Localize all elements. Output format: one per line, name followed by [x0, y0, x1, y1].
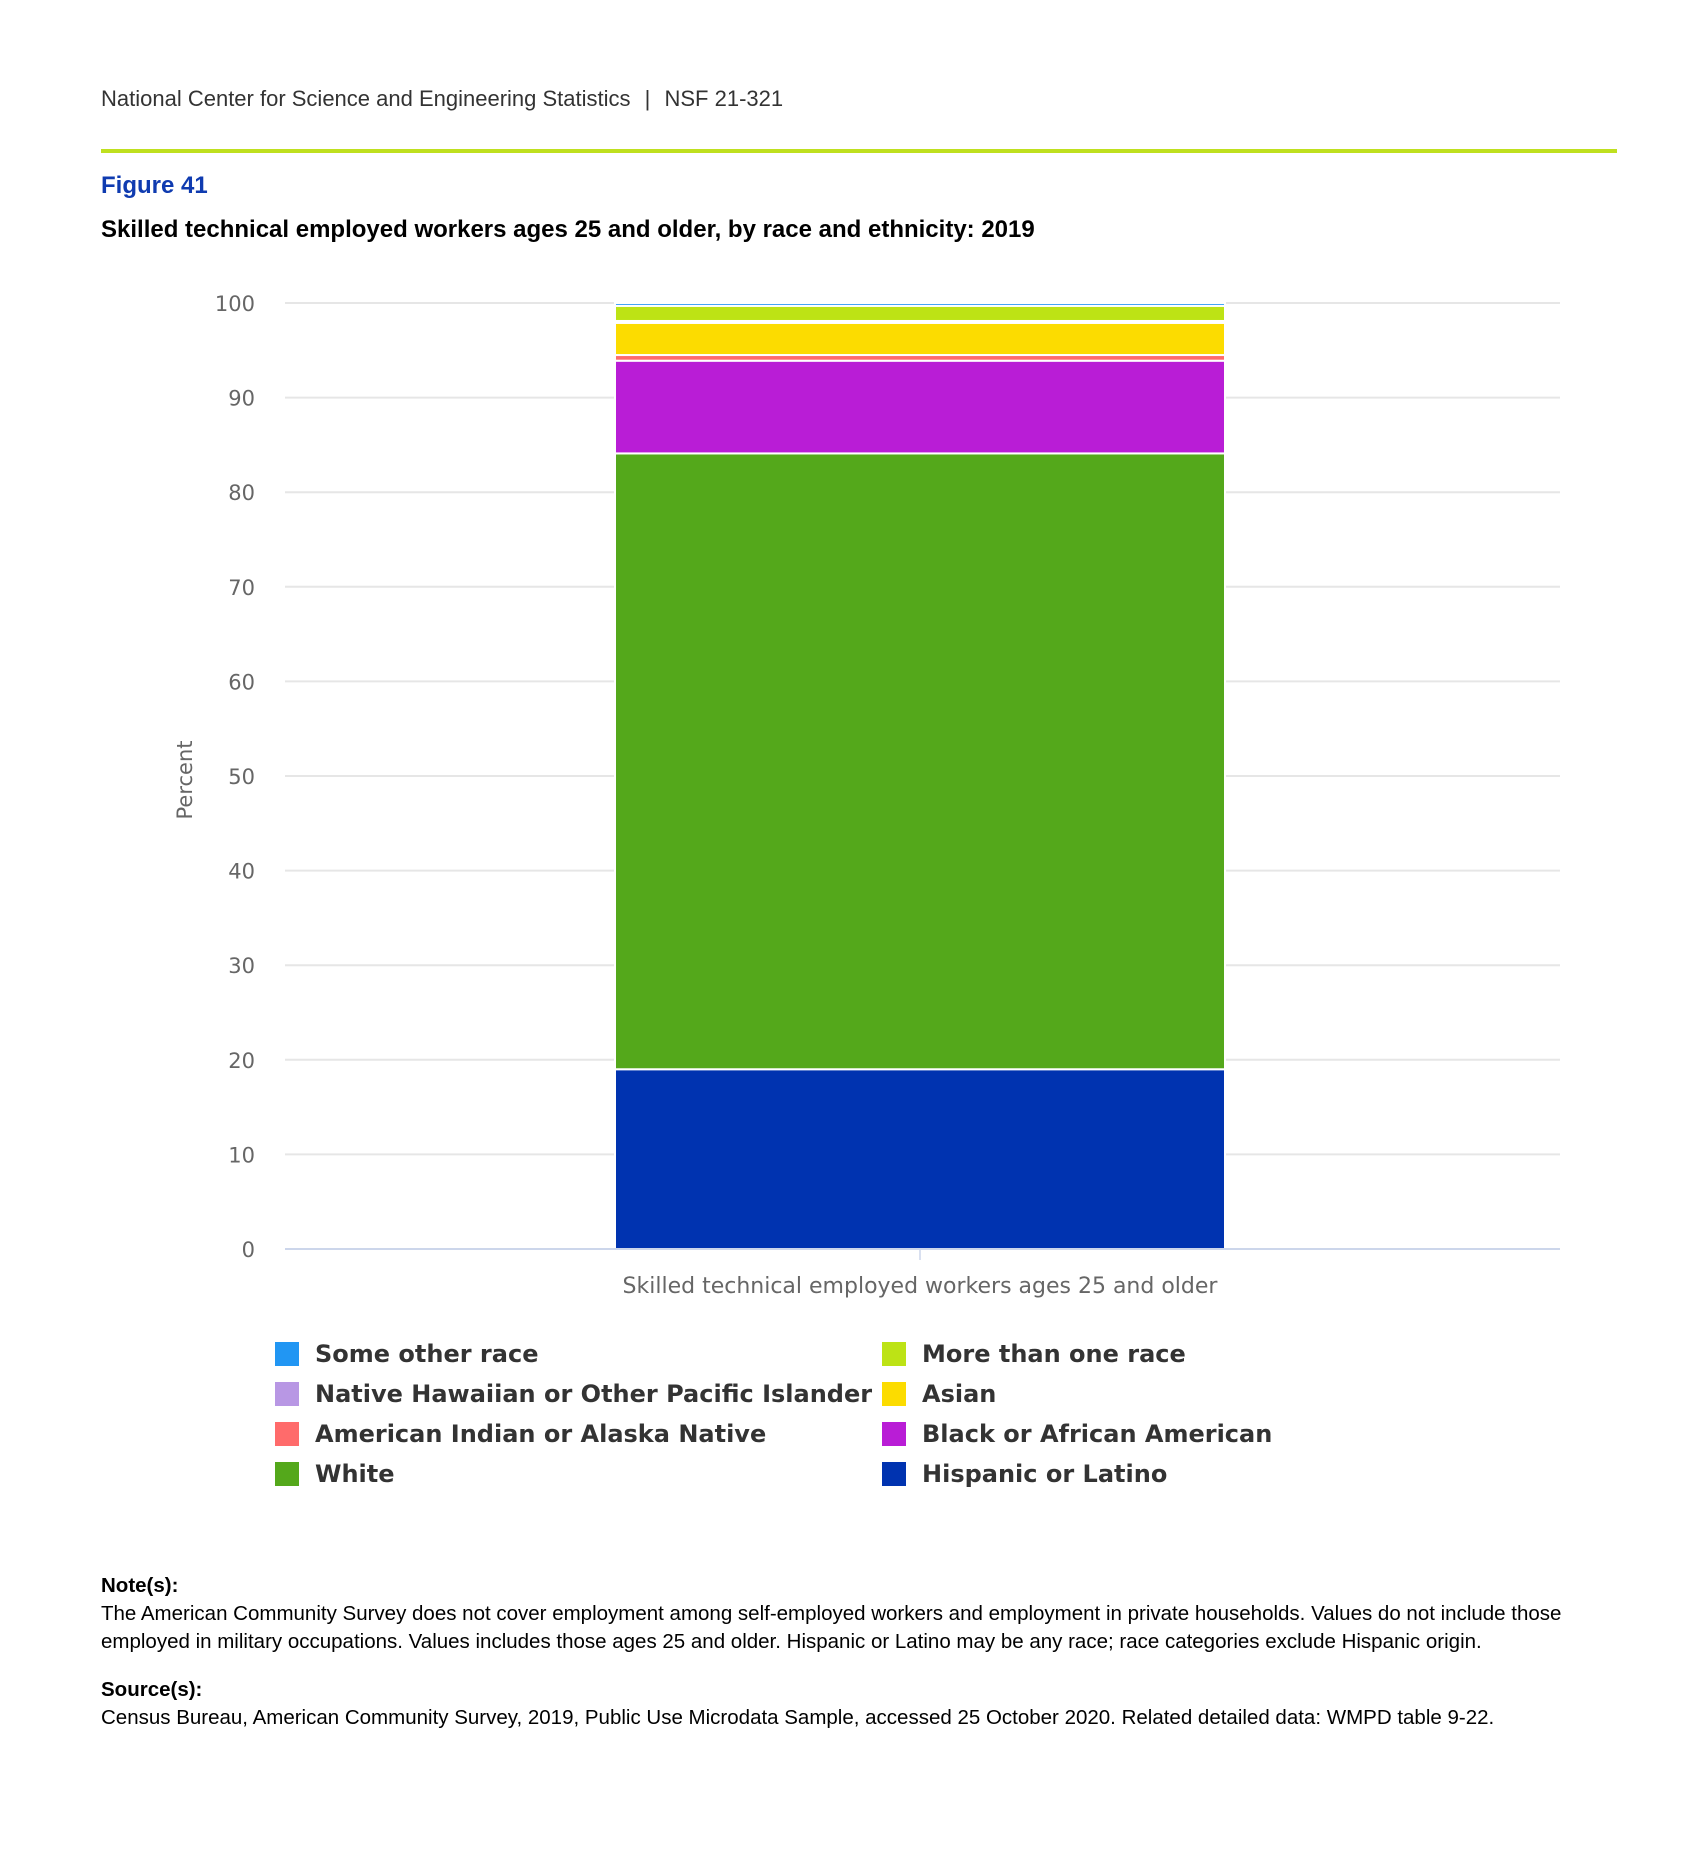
stacked-bar-chart: 0 10 20 30 40 50 60 70 80 90 100 Percent Skilled t…: [173, 292, 1560, 1299]
y-tick-label: 70: [228, 576, 255, 600]
legend-swatch: [882, 1462, 906, 1486]
legend-item[interactable]: Black or African American: [882, 1420, 1272, 1448]
y-tick-label: 10: [228, 1143, 255, 1167]
legend-item[interactable]: More than one race: [882, 1340, 1186, 1368]
y-tick-label: 30: [228, 954, 255, 978]
bar-segment-some-other-race[interactable]: [614, 302, 1226, 307]
notes-label: Note(s):: [101, 1574, 179, 1597]
legend-item[interactable]: American Indian or Alaska Native: [275, 1420, 766, 1448]
legend-swatch: [882, 1422, 906, 1446]
legend-item[interactable]: White: [275, 1460, 395, 1488]
legend-label: More than one race: [922, 1340, 1186, 1368]
legend-swatch: [275, 1422, 299, 1446]
y-axis-title: Percent: [173, 740, 197, 819]
bar-segment-more-than-one-race[interactable]: [614, 304, 1226, 322]
legend-swatch: [882, 1342, 906, 1366]
legend-label: Some other race: [315, 1340, 539, 1368]
legend-label: American Indian or Alaska Native: [315, 1420, 767, 1448]
notes-text: The American Community Survey does not c…: [101, 1602, 1562, 1653]
y-tick-label: 100: [215, 292, 255, 316]
bar-segment-black-or-african-american[interactable]: [614, 359, 1226, 455]
x-axis-categories: Skilled technical employed workers ages …: [623, 1274, 1219, 1299]
report-header: National Center for Science and Engineer…: [101, 86, 783, 112]
y-tick-label: 60: [228, 670, 255, 694]
legend-swatch: [275, 1382, 299, 1406]
sources-text: Census Bureau, American Community Survey…: [101, 1706, 1495, 1729]
sources-label: Source(s):: [101, 1678, 203, 1701]
organization-name: National Center for Science and Engineer…: [101, 86, 631, 111]
legend-label: White: [315, 1460, 395, 1488]
x-category-label: Skilled technical employed workers ages …: [623, 1274, 1219, 1299]
legend-swatch: [275, 1342, 299, 1366]
header-separator: |: [644, 86, 651, 111]
figure-title: Skilled technical employed workers ages …: [101, 216, 1035, 243]
y-tick-label: 0: [242, 1238, 255, 1262]
legend-swatch: [882, 1382, 906, 1406]
header-divider: [101, 149, 1617, 153]
bar-segments: [614, 302, 1226, 1251]
bar-segment-white[interactable]: [614, 452, 1226, 1071]
legend-item[interactable]: Some other race: [275, 1340, 538, 1368]
y-tick-label: 40: [228, 860, 255, 884]
bar-segment-hispanic-or-latino[interactable]: [614, 1068, 1226, 1251]
legend-label: Hispanic or Latino: [922, 1460, 1168, 1488]
report-id: NSF 21-321: [664, 86, 784, 111]
y-tick-label: 50: [228, 765, 255, 789]
legend-label: Black or African American: [922, 1420, 1273, 1448]
figure-number: Figure 41: [101, 172, 208, 199]
bar-segment-asian[interactable]: [614, 321, 1226, 357]
legend-label: Native Hawaiian or Other Pacific Islande…: [315, 1380, 873, 1408]
legend-item[interactable]: Native Hawaiian or Other Pacific Islande…: [275, 1380, 872, 1408]
y-axis-ticks: 0 10 20 30 40 50 60 70 80 90 100: [215, 292, 255, 1262]
legend-swatch: [275, 1462, 299, 1486]
y-tick-label: 20: [228, 1049, 255, 1073]
y-tick-label: 80: [228, 481, 255, 505]
y-tick-label: 90: [228, 387, 255, 411]
legend-label: Asian: [922, 1380, 997, 1408]
legend-item[interactable]: Asian: [882, 1380, 996, 1408]
notes-section: Note(s): The American Community Survey d…: [101, 1572, 1621, 1752]
legend-item[interactable]: Hispanic or Latino: [882, 1460, 1167, 1488]
